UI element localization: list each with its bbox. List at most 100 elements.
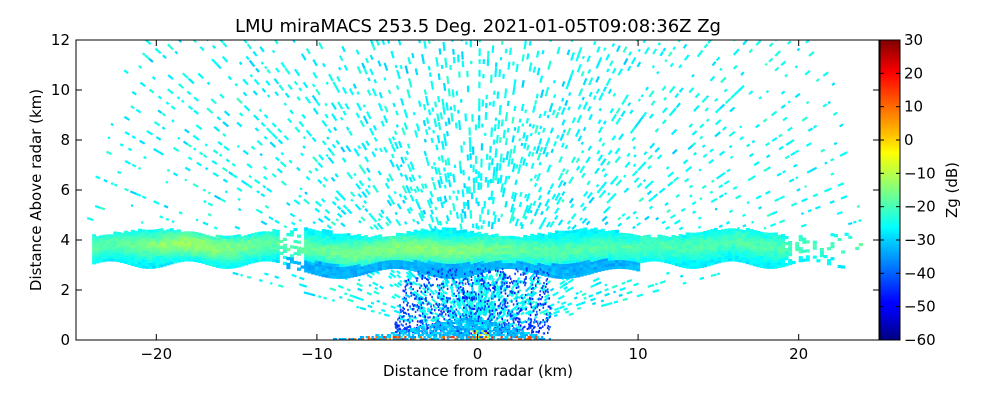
cloud-gate [350, 274, 354, 278]
noise-gate [427, 65, 431, 71]
cloud-gate [494, 263, 499, 267]
noise-gate [641, 161, 647, 167]
weak-echo-gate [495, 308, 497, 312]
noise-gate [243, 104, 251, 112]
cloud-gate [162, 251, 167, 255]
cloud-gate [166, 256, 171, 260]
cloud-gate [448, 248, 453, 252]
noise-gate [138, 64, 143, 69]
cloud-gate [456, 242, 460, 246]
cloud-gate [473, 250, 478, 254]
noise-gate [528, 272, 536, 281]
cloud-gate [215, 258, 220, 262]
cloud-gate [272, 232, 277, 236]
cloud-gate [763, 238, 768, 242]
noise-gate [360, 167, 367, 175]
cloud-gate [565, 251, 570, 255]
noise-gate [154, 47, 162, 55]
cloud-gate [480, 257, 485, 262]
noise-gate [831, 82, 836, 86]
cloud-gate [456, 260, 460, 264]
cloud-gate [205, 237, 210, 241]
noise-gate [539, 125, 543, 130]
cloud-gate [399, 248, 404, 252]
weak-echo-gate [435, 302, 437, 306]
cloud-gate [615, 259, 619, 263]
noise-gate [511, 162, 516, 173]
cloud-gate [332, 245, 337, 249]
weak-echo-gate [437, 284, 439, 287]
noise-gate [560, 142, 565, 148]
cloud-gate [441, 227, 446, 231]
noise-gate [387, 275, 393, 280]
cloud-gate [703, 261, 708, 265]
cloud-gate [244, 244, 248, 248]
noise-gate [508, 148, 513, 159]
cloud-gate [406, 264, 411, 268]
noise-gate [800, 223, 807, 228]
cloud-gate [766, 235, 771, 239]
weak-echo-gate [419, 314, 422, 317]
noise-gate [383, 77, 387, 81]
weak-echo-gate [524, 301, 527, 304]
cloud-gate [724, 243, 729, 247]
noise-gate [677, 219, 681, 223]
noise-gate [408, 286, 413, 291]
cloud-gate [342, 269, 347, 273]
cloud-gate [653, 246, 658, 250]
noise-gate [192, 134, 200, 141]
cloud-gate [791, 260, 796, 265]
weak-echo-gate [506, 319, 509, 322]
cloud-gate [491, 249, 496, 253]
noise-gate [482, 288, 486, 296]
cloud-gate [445, 263, 450, 267]
cloud-gate [134, 239, 139, 243]
cloud-gate [187, 258, 192, 262]
cloud-gate [120, 232, 125, 236]
cloud-gate [441, 260, 446, 264]
noise-gate [558, 156, 563, 164]
noise-gate [631, 169, 639, 177]
weak-echo-gate [396, 331, 398, 334]
noise-gate [172, 146, 180, 153]
noise-gate [447, 88, 451, 97]
cloud-gate [166, 244, 171, 248]
cloud-gate [438, 271, 443, 275]
weak-echo-gate [503, 274, 505, 277]
cloud-gate [240, 239, 245, 243]
cloud-gate [403, 236, 407, 240]
cloud-gate [183, 255, 188, 259]
cloud-gate [639, 260, 644, 264]
cloud-gate [717, 260, 722, 264]
cloud-gate [752, 263, 757, 267]
noise-gate [165, 180, 169, 184]
cloud-gate [311, 250, 316, 254]
cloud-gate [261, 258, 266, 262]
noise-gate [415, 123, 421, 132]
cloud-gate [516, 242, 520, 246]
noise-gate [709, 148, 714, 153]
noise-gate [376, 299, 381, 303]
cloud-gate [540, 239, 545, 243]
noise-gate [666, 208, 671, 214]
cloud-gate [583, 251, 588, 255]
cloud-gate [286, 233, 291, 237]
noise-gate [615, 117, 622, 125]
noise-gate [538, 138, 543, 146]
noise-gate [356, 305, 360, 309]
cloud-gate [622, 250, 626, 255]
cloud-gate [374, 241, 379, 245]
cloud-gate [152, 253, 157, 257]
noise-gate [459, 288, 463, 294]
cloud-gate [572, 229, 577, 233]
noise-gate [657, 42, 661, 46]
weak-echo-gate [504, 321, 506, 324]
noise-gate [321, 119, 328, 128]
noise-gate [606, 160, 611, 166]
noise-gate [336, 205, 342, 211]
cloud-gate [173, 242, 178, 246]
cloud-gate [198, 256, 203, 260]
cloud-gate [95, 236, 100, 240]
cloud-gate [629, 263, 634, 267]
cloud-gate [420, 246, 425, 250]
